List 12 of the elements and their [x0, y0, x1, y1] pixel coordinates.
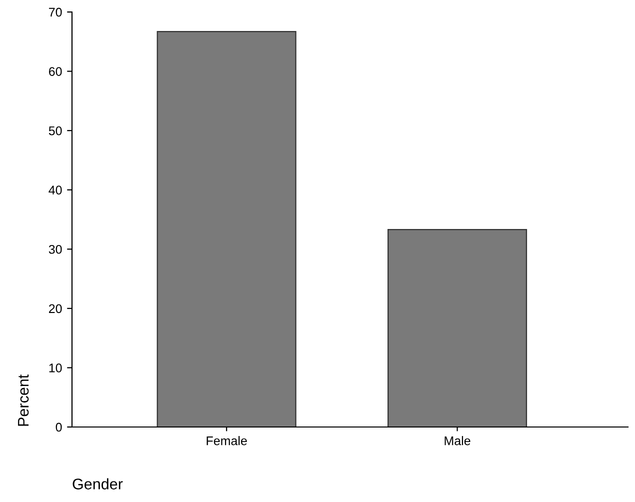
x-axis-title: Gender [72, 478, 123, 490]
x-tick-label: Female [206, 436, 247, 446]
y-tick-label: 50 [48, 126, 62, 136]
y-tick-label: 10 [49, 364, 62, 372]
y-tick-label: 20 [49, 304, 62, 314]
y-tick-label: 0 [56, 422, 62, 432]
y-axis-title: Percent [18, 374, 29, 426]
y-tick-label: 40 [48, 186, 62, 195]
y-tick-label: 60 [49, 67, 62, 76]
y-tick-label: 70 [49, 8, 62, 17]
y-tick-label: 30 [48, 244, 62, 254]
x-tick-label: Male [444, 436, 470, 446]
